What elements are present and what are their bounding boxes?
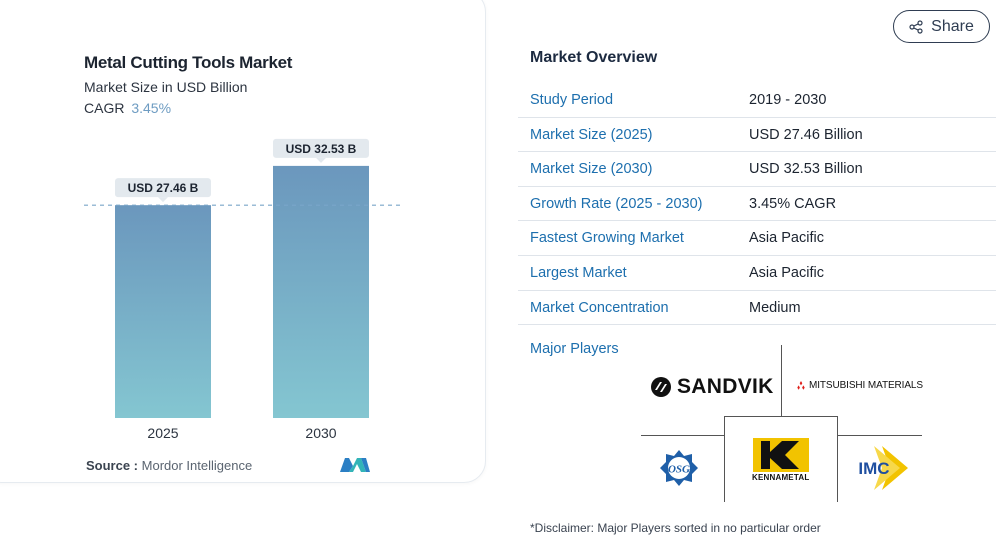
- overview-table: Study Period 2019 - 2030 Market Size (20…: [518, 83, 996, 326]
- source-value: Mordor Intelligence: [141, 458, 253, 473]
- overview-key[interactable]: Market Concentration: [530, 299, 669, 316]
- chart-card: [0, 0, 486, 483]
- data-label: USD 27.46 B: [128, 181, 199, 195]
- overview-value: Asia Pacific: [749, 264, 824, 281]
- osg-icon: OSG: [660, 450, 698, 486]
- chart-title: Metal Cutting Tools Market: [84, 53, 293, 72]
- kennametal-icon: [752, 438, 809, 472]
- x-tick-label: 2025: [147, 425, 178, 441]
- mordor-logo-icon: [340, 458, 370, 472]
- overview-key[interactable]: Largest Market: [530, 264, 627, 281]
- chart-cagr: CAGR 3.45%: [84, 100, 171, 116]
- overview-row: Fastest Growing Market Asia Pacific: [518, 221, 996, 256]
- imc-logo[interactable]: IMC: [852, 446, 910, 490]
- bar-2025: [115, 205, 211, 418]
- overview-value: 2019 - 2030: [749, 92, 827, 108]
- overview-value: USD 27.46 Billion: [749, 126, 863, 143]
- overview-key[interactable]: Study Period: [530, 92, 614, 108]
- overview-row: Market Concentration Medium: [518, 291, 996, 326]
- x-tick-label: 2030: [305, 425, 336, 441]
- overview-row: Market Size (2025) USD 27.46 Billion: [518, 118, 996, 153]
- data-label-pointer: [316, 157, 326, 163]
- source-label: Source :: [86, 458, 139, 473]
- chart-subtitle: Market Size in USD Billion: [84, 79, 248, 95]
- major-players-label[interactable]: Major Players: [530, 341, 619, 357]
- kennametal-text: KENNAMETAL: [752, 473, 810, 482]
- overview-key[interactable]: Market Size (2030): [530, 161, 653, 178]
- overview-row: Market Size (2030) USD 32.53 Billion: [518, 152, 996, 187]
- share-button[interactable]: Share: [893, 10, 990, 43]
- sandvik-icon: [651, 377, 671, 397]
- osg-logo[interactable]: OSG: [659, 448, 699, 488]
- bar-chart: USD 27.46 B 2025 USD 32.53 B 2030: [84, 138, 404, 441]
- overview-key[interactable]: Market Size (2025): [530, 126, 653, 143]
- overview-key[interactable]: Growth Rate (2025 - 2030): [530, 195, 703, 212]
- cagr-label: CAGR: [84, 100, 125, 116]
- mitsubishi-text: MITSUBISHI MATERIALS: [809, 380, 923, 391]
- data-label-pointer: [158, 197, 168, 203]
- bar-2030: [273, 165, 369, 418]
- mitsubishi-diamonds-icon: [797, 381, 805, 390]
- share-label: Share: [931, 17, 974, 35]
- cagr-value: 3.45%: [131, 100, 172, 116]
- data-label-box: [115, 178, 211, 198]
- overview-value: Asia Pacific: [749, 230, 824, 247]
- data-label: USD 32.53 B: [286, 142, 357, 156]
- overview-value: 3.45% CAGR: [749, 195, 837, 212]
- imc-icon: IMC: [858, 446, 908, 490]
- sandvik-text: SANDVIK: [677, 375, 774, 398]
- overview-value: Medium: [749, 299, 801, 316]
- kennametal-logo[interactable]: KENNAMETAL: [752, 438, 809, 482]
- overview-row: Largest Market Asia Pacific: [518, 256, 996, 291]
- data-label-box: [273, 138, 369, 158]
- overview-row: Growth Rate (2025 - 2030) 3.45% CAGR: [518, 187, 996, 222]
- imc-text: IMC: [858, 459, 889, 478]
- overview-row: Study Period 2019 - 2030: [518, 83, 996, 118]
- disclaimer: *Disclaimer: Major Players sorted in no …: [530, 521, 821, 535]
- players-divider: [781, 345, 782, 416]
- overview-title: Market Overview: [530, 49, 658, 66]
- overview-value: USD 32.53 Billion: [749, 161, 863, 178]
- share-icon: [909, 19, 923, 34]
- osg-text: OSG: [668, 464, 690, 476]
- mitsubishi-logo[interactable]: MITSUBISHI MATERIALS: [796, 380, 923, 391]
- sandvik-logo[interactable]: SANDVIK: [650, 375, 774, 399]
- overview-key[interactable]: Fastest Growing Market: [530, 230, 684, 247]
- source-text: Source : Mordor Intelligence: [86, 458, 252, 473]
